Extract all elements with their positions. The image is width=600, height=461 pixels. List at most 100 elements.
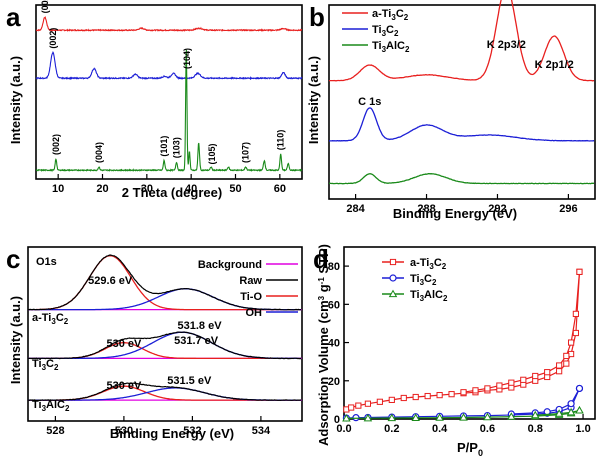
panel-c-sample-1-component-0: [28, 342, 302, 360]
panel-c-legend-label: OH: [246, 307, 263, 319]
panel-d-series-1-point: [575, 384, 584, 393]
panel-b-peak-label: C 1s: [358, 96, 381, 108]
panel-b-xaxis-tick-label: 288: [417, 203, 435, 215]
panel-c-sample-0-name: a-Ti3C2: [32, 312, 69, 326]
panel-b-legend-label-part: C: [386, 24, 394, 36]
panel-a-xaxis-tick-label: 30: [141, 183, 153, 195]
panel-d-legend-label-part: Ti: [410, 289, 420, 301]
panel-c-legend-label: Background: [198, 259, 262, 271]
panel-c-sample-1-name-part: C: [46, 358, 54, 370]
panel-b-xaxis-tick-label: 284: [346, 203, 365, 215]
panel-d-series-2-point: [483, 412, 492, 421]
panel-c-sample-0-energy-label: 531.8 eV: [178, 320, 223, 332]
panel-b-series-0-line: [328, 0, 595, 82]
panel-d-ylabel: Adsorption Volume (cm3 g-1 STP): [316, 244, 331, 446]
panel-d-ylabel-main: Adsorption Volume (cm: [316, 300, 331, 446]
panel-a-series-2-annotation: (103): [172, 137, 182, 158]
panel-c-sample-2-name: Ti3AlC2: [32, 399, 70, 413]
panel-d-series-0-point: [364, 400, 372, 407]
panel-d-series-2-point: [566, 407, 576, 416]
panel-a-xaxis-tick-label: 40: [185, 183, 197, 195]
panel-d-series-2-point: [507, 412, 516, 420]
panel-d-xlabel-sub: 0: [478, 448, 483, 458]
panel-a-series-2-annotation: (101): [159, 136, 169, 157]
panel-c-ylabel: Intensity (a.u.): [8, 296, 23, 384]
panel-c-sample-1-raw: [27, 331, 302, 360]
panel-c-sample-2-name-part: 3: [42, 404, 47, 413]
panel-a-frame: [35, 4, 303, 180]
panel-b-legend-label-part: 3: [382, 45, 387, 54]
panel-b-xlabel: Binding Energy (eV): [393, 206, 517, 221]
panel-d-series-0-point: [484, 385, 491, 392]
panel-d-series-2-point: [530, 410, 540, 419]
panel-d-series-2-point: [554, 409, 564, 417]
panel-c-sample-0-name-part: 2: [64, 317, 69, 326]
panel-c-sample-0-name-part: 3: [51, 317, 56, 326]
panel-c-frame: [27, 246, 303, 422]
panel-b-legend-label-part: Ti: [372, 24, 382, 36]
panel-d-legend-label-part: AlC: [424, 289, 443, 301]
panel-a-series-0-line: [35, 16, 303, 32]
panel-a-series-1-annotation: (002): [48, 28, 58, 49]
panel-d-legend-label: Ti3AlC2: [410, 289, 448, 303]
panel-c-sample-0-name-part: C: [56, 312, 64, 324]
panel-d-legend-label-part: 2: [442, 262, 447, 271]
panel-d-series-0-point: [388, 396, 395, 403]
panel-d-series-1-point: [352, 414, 360, 422]
panel-a-series-2-annotation: (105): [207, 143, 217, 164]
panel-c-sample-2-raw: [27, 382, 302, 402]
panel-a-series-1-line: [35, 51, 303, 81]
panel-d-series-0-point: [544, 369, 551, 376]
panel-d-ylabel-end: STP): [316, 244, 331, 277]
panel-d-series-0-point: [556, 362, 563, 369]
panel-d-series-2-desorption-line: [535, 409, 580, 416]
panel-b-legend-label-part: 3: [391, 13, 396, 22]
panel-d-series-0-point: [400, 394, 407, 402]
panel-d-series-0-point: [376, 398, 383, 405]
panel-d-xtick-label: 0.2: [384, 423, 399, 435]
panel-d-ytick-label: 80: [328, 261, 340, 273]
panel-d-xlabel-main: P/P: [457, 440, 478, 455]
panel-a-xaxis-tick-label: 60: [274, 183, 286, 195]
panel-c-xaxis-tick-label: 534: [252, 425, 271, 437]
panel-d-legend-marker: [389, 274, 397, 282]
panel-d-legend-label: Ti3C2: [410, 273, 437, 287]
panel-a-xaxis-tick-label: 50: [229, 183, 241, 195]
panel-d-xtick-label: 0.6: [480, 423, 495, 435]
panel-d-series-0-point: [572, 310, 579, 317]
panel-b-legend-label-part: 2: [404, 13, 409, 22]
panel-d-legend-label-part: 2: [432, 278, 437, 287]
panel-d-series-2-point: [342, 414, 351, 422]
panel-d-xlabel: P/P0: [457, 440, 483, 458]
panel-c-sample-1-component-1: [28, 331, 302, 360]
panel-letter-a: a: [6, 2, 21, 32]
panel-d-legend-label-part: Ti: [410, 273, 420, 285]
panel-d-series-0-point: [563, 352, 570, 360]
panel-d-ylabel-mid: g: [316, 284, 331, 296]
panel-c-xaxis-tick-label: 532: [183, 425, 201, 437]
panel-d-series-0-point: [576, 268, 583, 275]
panel-d-legend-label-part: 3: [429, 262, 434, 271]
panel-d-ylabel-sup2: -1: [317, 277, 326, 285]
panel-d-series-0-point: [508, 379, 515, 386]
panel-d-xtick-label: 0.4: [432, 423, 448, 435]
panel-d-series-0-point: [424, 392, 431, 400]
panel-d-series-0-point: [520, 376, 527, 383]
panel-a-xaxis-tick-label: 20: [96, 183, 108, 195]
panel-letter-b: b: [309, 2, 325, 32]
panel-d-series-1-point: [567, 400, 575, 408]
panel-d-series-2-point: [459, 413, 468, 421]
panel-d-series-2-point: [435, 413, 444, 421]
panel-a-series-2-annotation: (004): [94, 142, 104, 163]
panel-c-legend-label: Ti-O: [240, 291, 262, 303]
panel-d-series-0-point: [496, 382, 503, 389]
panel-a-series-2-annotation: (104): [182, 48, 192, 69]
panel-a-series-2-line: [35, 49, 303, 173]
panel-d-series-0-point: [567, 339, 575, 346]
panel-c-sample-2-name-part: 2: [65, 404, 70, 413]
panel-c-sample-1-name-part: Ti: [32, 358, 42, 370]
panel-b-legend-label-part: 2: [405, 45, 410, 54]
panel-d-series-0-point: [355, 402, 362, 409]
panel-d-series-2-point: [575, 405, 584, 414]
